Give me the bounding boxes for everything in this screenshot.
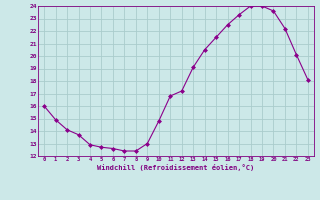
X-axis label: Windchill (Refroidissement éolien,°C): Windchill (Refroidissement éolien,°C) bbox=[97, 164, 255, 171]
